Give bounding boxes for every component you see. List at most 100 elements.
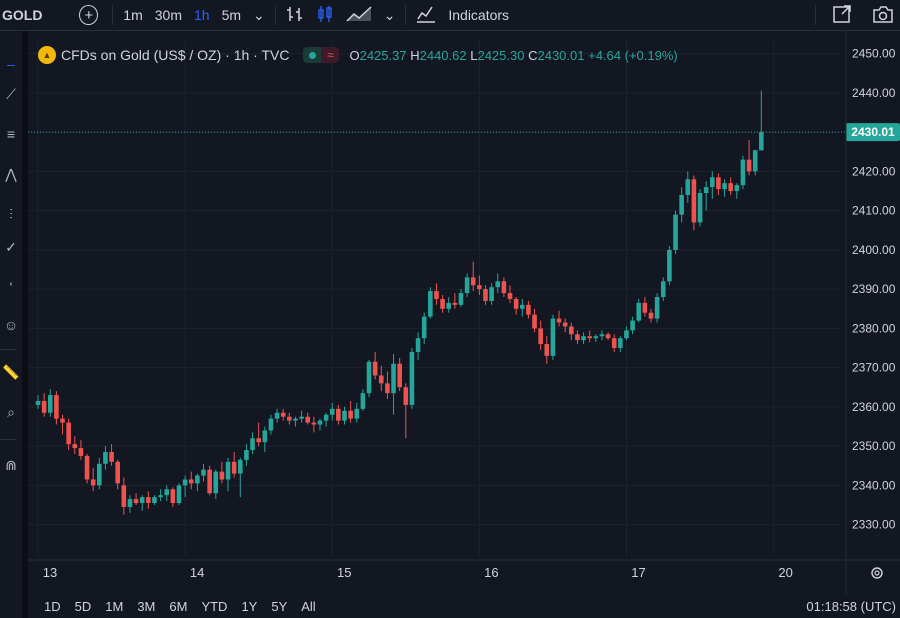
candle bbox=[336, 404, 341, 425]
pattern-icon[interactable]: ⋀ bbox=[5, 166, 17, 182]
range-6m[interactable]: 6M bbox=[169, 598, 188, 614]
price-tick-label: 2420.00 bbox=[852, 164, 896, 178]
candle-body bbox=[280, 412, 286, 417]
time-axis: 13 14 15 16 17 20 bbox=[28, 559, 900, 580]
candle bbox=[593, 334, 599, 343]
ohlc-values: O2425.37 H2440.62 L2425.30 C2430.01 +4.6… bbox=[349, 48, 677, 63]
candle bbox=[464, 273, 470, 297]
candle-body bbox=[256, 438, 261, 443]
candle-body bbox=[673, 214, 678, 250]
symbol-search[interactable]: GOLD bbox=[2, 7, 43, 23]
pane-separator bbox=[22, 31, 28, 618]
candle bbox=[219, 461, 225, 484]
price-chart[interactable]: 2430.01 2330.00 2340.00 2350.00 2360.00 2370… bbox=[0, 0, 900, 594]
compare-plus-icon[interactable]: + bbox=[79, 5, 99, 25]
candle bbox=[207, 465, 212, 496]
ruler-icon[interactable]: 📏 bbox=[2, 364, 20, 380]
range-1y[interactable]: 1Y bbox=[241, 598, 258, 614]
candle-body bbox=[642, 302, 648, 313]
range-ytd[interactable]: YTD bbox=[201, 598, 228, 614]
toolbar-divider bbox=[112, 5, 114, 25]
candle bbox=[581, 332, 586, 345]
fullscreen-icon[interactable] bbox=[826, 4, 858, 27]
candle bbox=[752, 149, 758, 176]
candle-body bbox=[532, 314, 537, 329]
candle-body bbox=[685, 179, 691, 195]
emoji-icon[interactable]: ☺ bbox=[3, 317, 19, 333]
candle-body bbox=[611, 338, 617, 349]
area-style-icon[interactable] bbox=[340, 5, 378, 25]
candle-body bbox=[477, 285, 482, 290]
candle-body bbox=[139, 497, 145, 504]
price-tick-label: 2390.00 bbox=[852, 282, 896, 296]
bar-style-icon[interactable] bbox=[280, 6, 310, 25]
text-tool-icon[interactable]: ʹ bbox=[9, 279, 13, 295]
settings-gear-icon[interactable] bbox=[871, 567, 883, 579]
candle-body bbox=[654, 297, 660, 319]
candle-body bbox=[728, 183, 733, 192]
candle-body bbox=[237, 459, 243, 474]
interval-1m[interactable]: 1m bbox=[123, 7, 143, 23]
candle bbox=[710, 171, 715, 199]
candle bbox=[176, 483, 182, 505]
candle-body bbox=[109, 452, 114, 462]
candle bbox=[152, 495, 157, 505]
candle-body bbox=[97, 463, 102, 486]
zoom-in-icon[interactable]: ⌕ bbox=[7, 404, 15, 420]
candle bbox=[415, 332, 421, 360]
candle bbox=[262, 426, 268, 453]
indicators-button[interactable]: Indicators bbox=[448, 7, 510, 23]
candle bbox=[146, 491, 151, 509]
candle-body bbox=[213, 471, 219, 494]
utc-clock[interactable]: 01:18:58 (UTC) bbox=[806, 598, 896, 614]
market-status-pill[interactable]: ≈ bbox=[303, 47, 340, 63]
candle bbox=[532, 308, 537, 333]
range-all[interactable]: All bbox=[301, 598, 316, 614]
candle-body bbox=[697, 193, 703, 223]
range-3m[interactable]: 3M bbox=[137, 598, 156, 614]
candle bbox=[728, 177, 733, 195]
range-5y[interactable]: 5Y bbox=[271, 598, 288, 614]
indicators-icon[interactable] bbox=[410, 5, 442, 26]
candle-body bbox=[428, 291, 433, 317]
candle bbox=[618, 336, 623, 352]
close-value: 2430.01 bbox=[537, 47, 585, 63]
candle-body bbox=[679, 194, 684, 215]
trend-line-icon[interactable]: ⟋ bbox=[6, 86, 16, 102]
fib-retracement-icon[interactable]: ≡ bbox=[6, 126, 16, 142]
chart-style-chevron-icon[interactable]: ⌄ bbox=[383, 6, 396, 23]
candle bbox=[759, 90, 764, 151]
candle bbox=[495, 273, 501, 294]
candle bbox=[311, 416, 317, 433]
candle-body bbox=[403, 387, 409, 405]
interval-dropdown-chevron-icon[interactable]: ⌄ bbox=[253, 6, 265, 23]
candle-body bbox=[35, 400, 41, 405]
candle bbox=[403, 383, 409, 439]
candle-body bbox=[722, 183, 727, 190]
price-tick-label: 2410.00 bbox=[852, 204, 896, 218]
price-tick-label: 2350.00 bbox=[852, 439, 896, 453]
candle-body bbox=[127, 499, 133, 507]
projection-icon[interactable]: ⫶ bbox=[9, 206, 13, 222]
interval-1h[interactable]: 1h bbox=[193, 7, 210, 23]
candle bbox=[489, 283, 494, 305]
brush-icon[interactable]: ✓ bbox=[5, 239, 17, 255]
magnet-icon[interactable]: ⋒ bbox=[5, 457, 17, 473]
screenshot-camera-icon[interactable] bbox=[866, 5, 900, 26]
bottom-toolbar: 1D 5D 1M 3M 6M YTD 1Y 5Y All 01:18:58 (U… bbox=[28, 594, 900, 618]
candle-body bbox=[593, 336, 599, 339]
candle-body bbox=[293, 418, 298, 421]
range-1d[interactable]: 1D bbox=[44, 598, 61, 614]
legend-title[interactable]: CFDs on Gold (US$ / OZ) · 1h · TVC bbox=[61, 47, 290, 63]
range-1m[interactable]: 1M bbox=[105, 598, 124, 614]
candles-style-icon[interactable] bbox=[310, 5, 340, 26]
cursor-crosshair-icon[interactable]: – bbox=[7, 56, 15, 72]
range-5d[interactable]: 5D bbox=[74, 598, 92, 614]
candle bbox=[526, 300, 531, 319]
interval-30m[interactable]: 30m bbox=[154, 7, 182, 23]
high-value: 2440.62 bbox=[419, 47, 467, 63]
interval-5m[interactable]: 5m bbox=[221, 7, 242, 23]
toolbar-divider bbox=[274, 5, 276, 25]
candle-body bbox=[262, 430, 268, 443]
candle bbox=[722, 179, 727, 197]
